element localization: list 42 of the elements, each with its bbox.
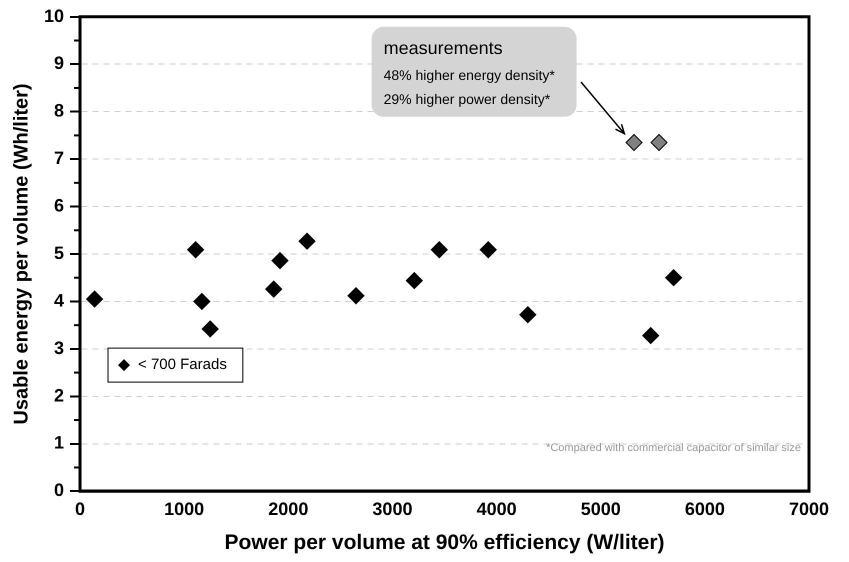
point <box>193 292 210 310</box>
annotation: 48% higher energy density* <box>384 66 556 83</box>
legend-label: < 700 Farads <box>138 356 227 374</box>
y-tick-label: 6 <box>54 196 64 216</box>
point <box>271 252 288 270</box>
point <box>187 241 204 258</box>
y-tick-label: 4 <box>54 290 64 310</box>
annotation: *Compared with commercial capacitor of similar size <box>546 442 801 454</box>
x-axis-title: Power per volume at 90% efficiency (W/liter) <box>224 531 664 554</box>
x-tick-label: 7000 <box>788 498 830 519</box>
y-tick-label: 7 <box>54 148 64 168</box>
y-tick-label: 0 <box>54 480 64 500</box>
y-tick-label: 10 <box>44 6 64 26</box>
x-tick-label: 3000 <box>372 498 412 519</box>
point <box>650 134 668 152</box>
x-tick-label: 0 <box>75 498 86 519</box>
y-tick-label: 8 <box>54 100 64 121</box>
point <box>86 290 104 308</box>
x-tick-label: 4000 <box>476 498 517 519</box>
annotation: 29% higher power density* <box>384 90 551 107</box>
x-tick-label: 5000 <box>580 498 621 519</box>
point <box>347 287 364 304</box>
point <box>202 320 219 338</box>
point <box>642 327 660 344</box>
y-tick-label: 9 <box>54 53 64 74</box>
y-axis-title: Usable energy per volume (Wh/liter) <box>10 83 33 425</box>
y-tick-label: 3 <box>54 338 64 358</box>
y-tick-label: 5 <box>54 242 64 263</box>
point <box>665 269 682 286</box>
point <box>519 306 536 324</box>
point <box>406 272 423 290</box>
point <box>265 280 282 298</box>
point <box>430 241 448 258</box>
x-tick-label: 6000 <box>684 498 725 519</box>
y-tick-label: 2 <box>54 385 64 406</box>
annotation: measurements <box>384 38 503 58</box>
point <box>480 241 497 258</box>
point <box>298 232 316 250</box>
x-tick-label: 2000 <box>268 498 308 519</box>
x-tick-label: 1000 <box>164 498 204 519</box>
y-tick-label: 1 <box>54 432 64 453</box>
point <box>626 134 643 152</box>
